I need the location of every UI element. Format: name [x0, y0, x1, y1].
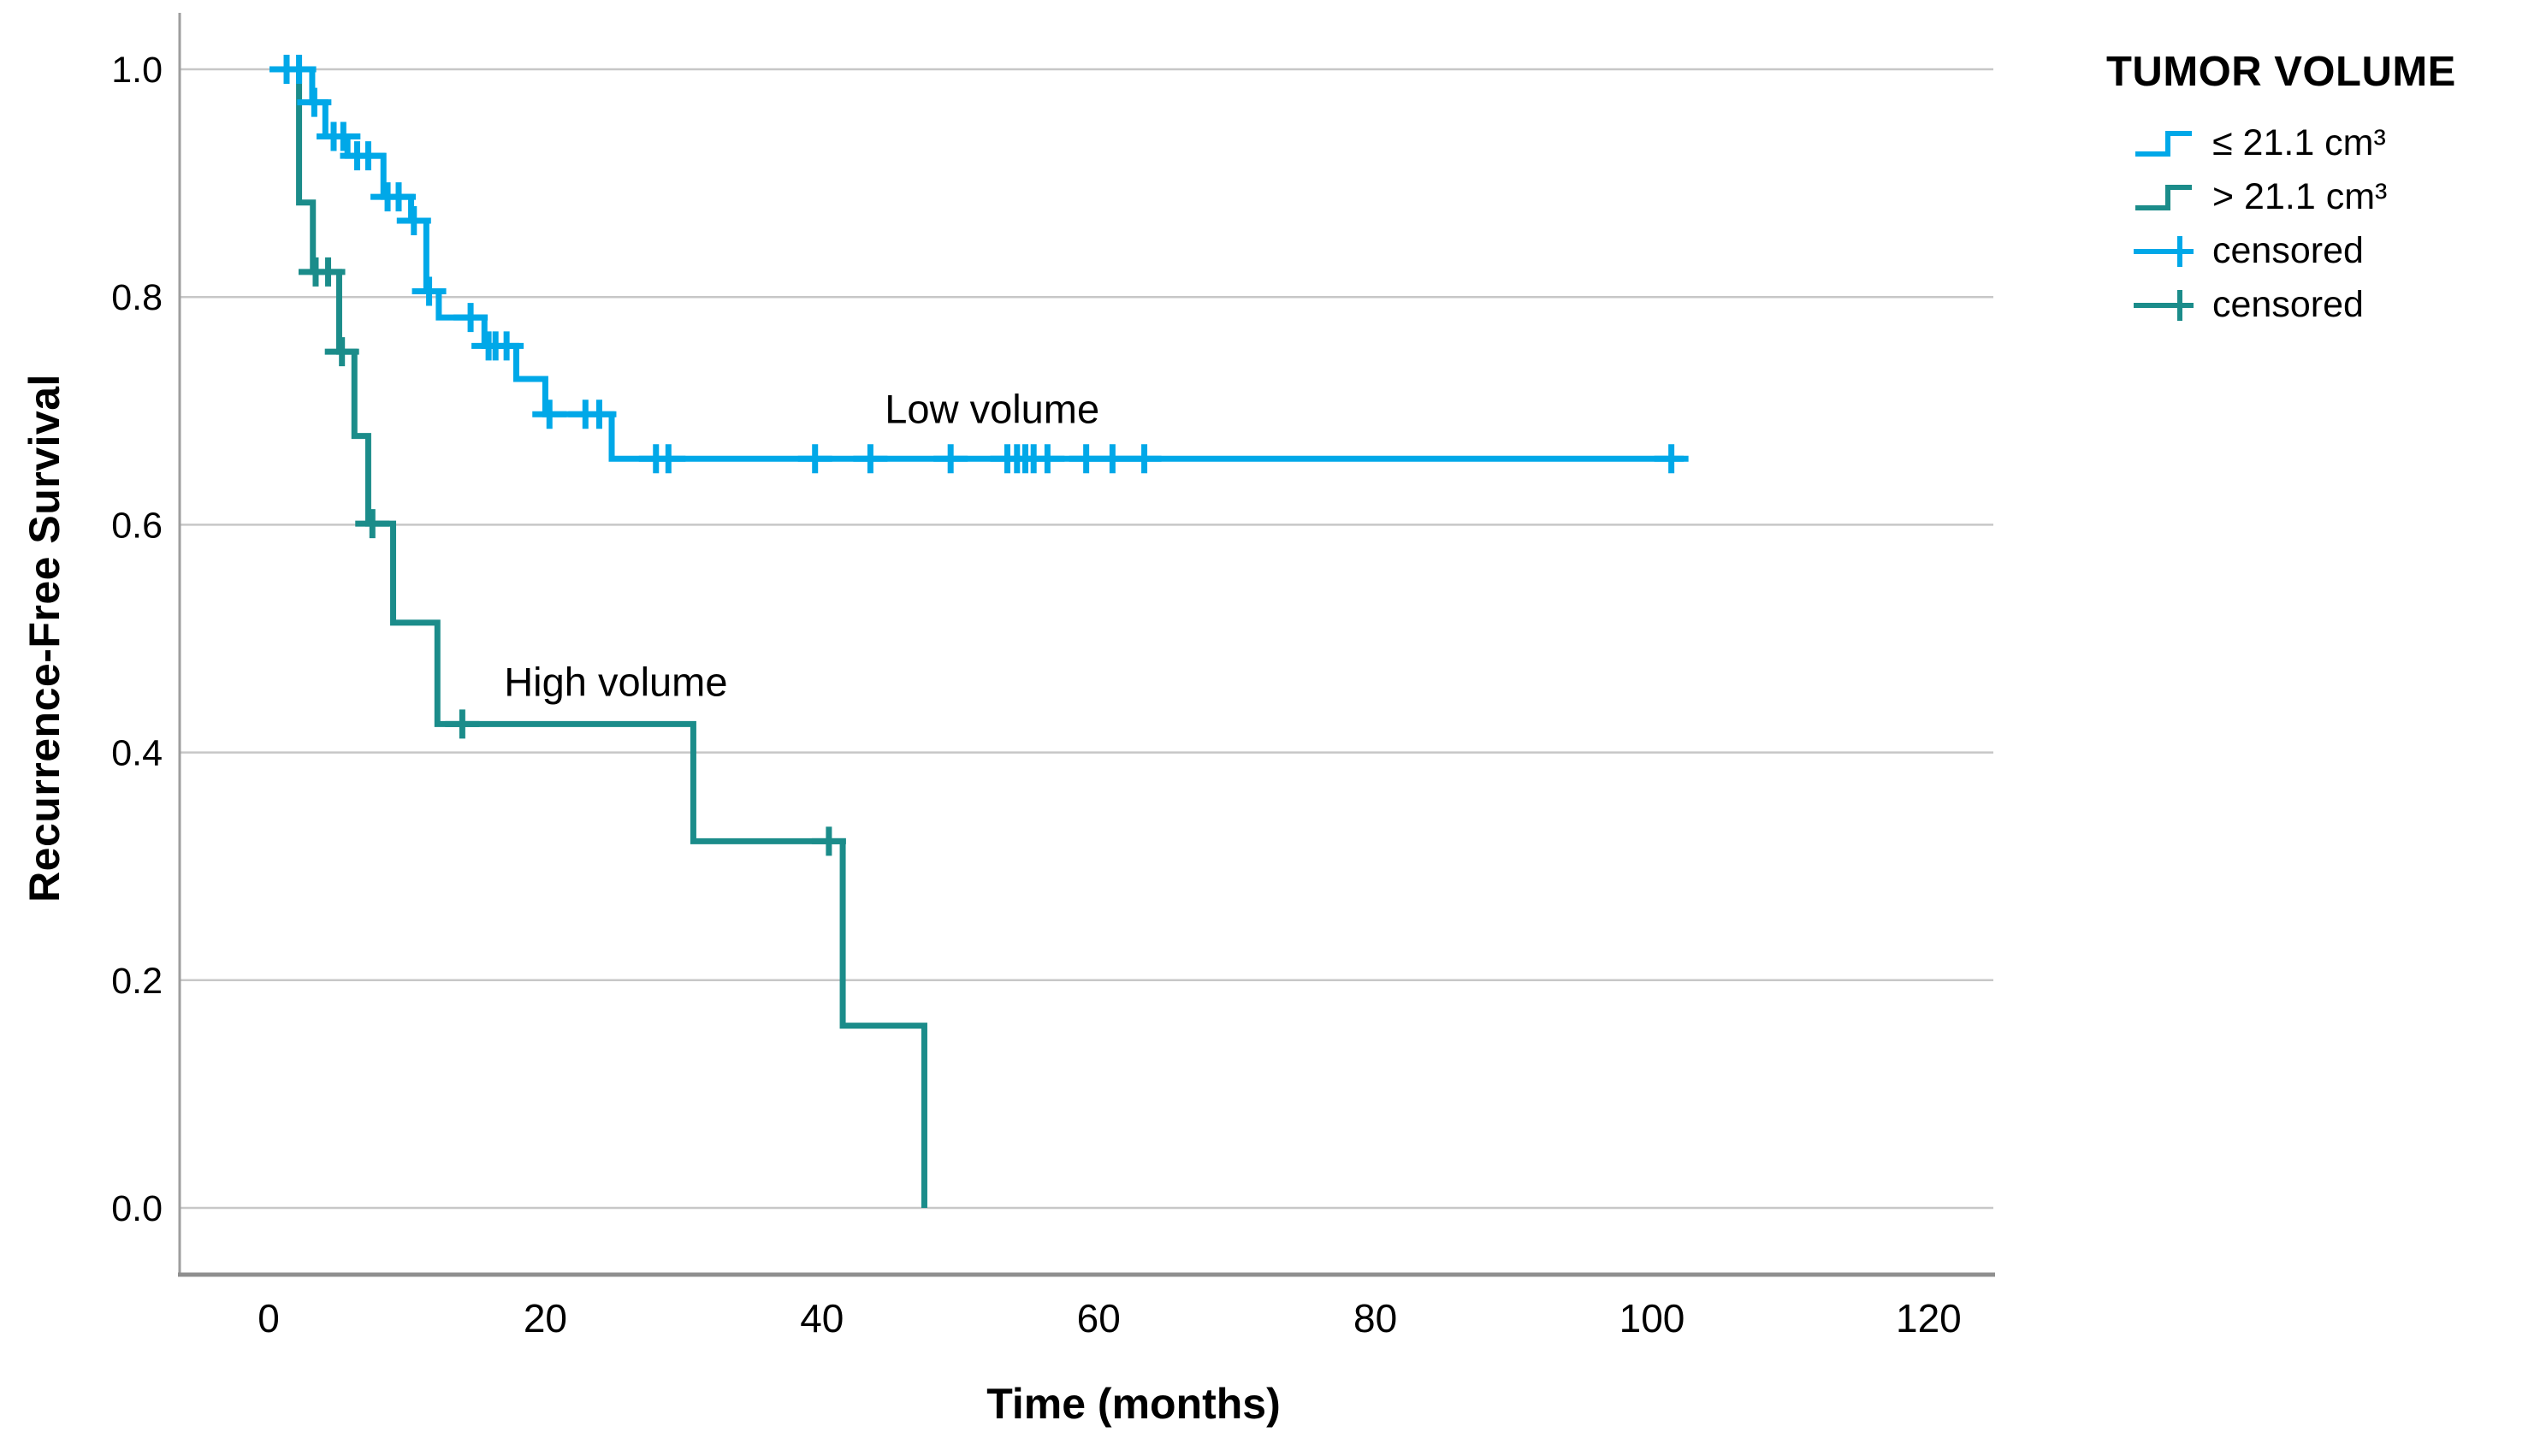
legend-entry-label: censored — [2212, 230, 2364, 271]
x-tick-label-60: 60 — [1077, 1296, 1121, 1341]
legend: TUMOR VOLUME ≤ 21.1 cm³ > 21.1 cm³ censore… — [2106, 48, 2543, 332]
y-tick-label-1.0: 1.0 — [111, 50, 163, 91]
low-volume-censor-marks — [269, 55, 1689, 474]
high-volume-censor-marks — [298, 257, 846, 856]
censor-plus-icon — [2134, 235, 2194, 267]
step-line-icon — [2135, 130, 2192, 157]
x-tick-label-80: 80 — [1353, 1296, 1397, 1341]
y-tick-label-0.4: 0.4 — [111, 733, 163, 774]
legend-title: TUMOR VOLUME — [2106, 49, 2456, 95]
legend-rows: ≤ 21.1 cm³ > 21.1 cm³ censored censored — [2106, 116, 2543, 332]
y-tick-label-0.2: 0.2 — [111, 961, 163, 1002]
legend-entry-label: > 21.1 cm³ — [2212, 176, 2388, 217]
legend-entry-censored-2: censored — [2106, 224, 2543, 278]
y-axis-title: Recurrence-Free Survival — [21, 374, 68, 903]
x-tick-label-120: 120 — [1896, 1296, 1962, 1341]
x-tick-label-0: 0 — [258, 1296, 280, 1341]
x-tick-label-100: 100 — [1619, 1296, 1685, 1341]
high-volume-curve — [272, 66, 927, 1208]
step-line-icon — [2135, 184, 2192, 210]
low-volume-curve — [272, 66, 1685, 462]
x-tick-label-20: 20 — [524, 1296, 567, 1341]
x-axis-title: Time (months) — [986, 1380, 1281, 1428]
legend-entry-label: censored — [2212, 284, 2364, 325]
legend-entry-censored-3: censored — [2106, 278, 2543, 332]
legend-entry-series-1: > 21.1 cm³ — [2106, 170, 2543, 224]
x-tick-label-40: 40 — [800, 1296, 844, 1341]
legend-entry-series-0: ≤ 21.1 cm³ — [2106, 116, 2543, 170]
annotation-high-volume: High volume — [504, 659, 728, 705]
y-tick-label-0.6: 0.6 — [111, 505, 163, 546]
legend-entry-label: ≤ 21.1 cm³ — [2212, 122, 2386, 163]
y-tick-label-0.0: 0.0 — [111, 1188, 163, 1229]
censor-plus-icon — [2134, 289, 2194, 321]
y-tick-label-0.8: 0.8 — [111, 277, 163, 318]
annotation-low-volume: Low volume — [885, 386, 1100, 432]
